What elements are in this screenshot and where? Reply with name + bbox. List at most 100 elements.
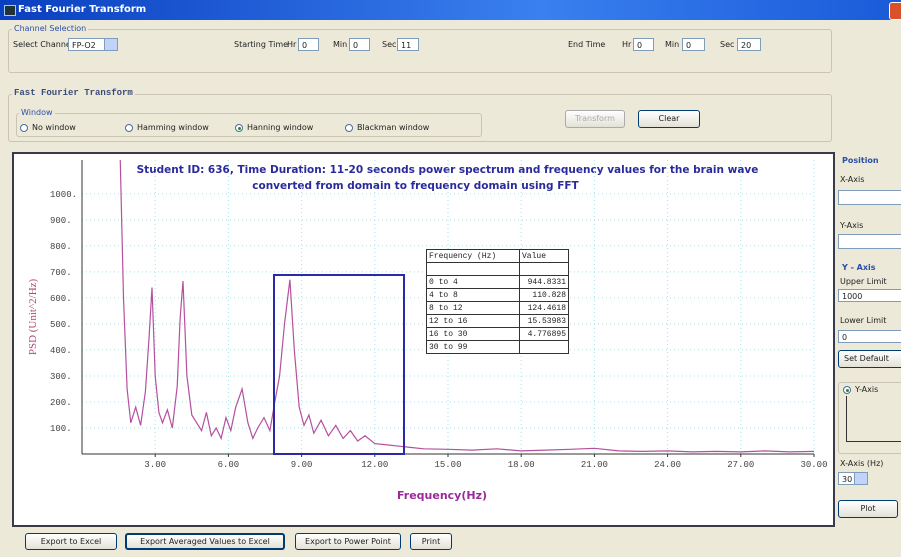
cell: 110.828 xyxy=(519,288,569,302)
window-radio[interactable] xyxy=(235,124,243,132)
y-tick-label: 1000. xyxy=(50,190,77,200)
table-row: 30 to 99 xyxy=(426,340,569,354)
window-radio[interactable] xyxy=(125,124,133,132)
y-tick-label: 700. xyxy=(50,268,72,278)
close-button[interactable] xyxy=(889,2,901,20)
x-tick-label: 30.00 xyxy=(800,460,827,470)
end-sec[interactable]: 20 xyxy=(737,38,761,51)
dropdown-arrow[interactable] xyxy=(854,473,867,484)
end-hr[interactable]: 0 xyxy=(633,38,654,51)
export-powerpoint-button[interactable]: Export to Power Point xyxy=(295,533,401,550)
cell xyxy=(519,262,569,276)
label: X-Axis xyxy=(840,175,865,184)
start-sec[interactable]: 11 xyxy=(397,38,419,51)
x-tick-label: 15.00 xyxy=(434,460,461,470)
plot-area: 100. 200. 300. 400. 500. 600. 700. 800. 900. 1000… xyxy=(27,160,828,502)
y-tick-label: 500. xyxy=(50,320,72,330)
table-header: Frequency (Hz) Value xyxy=(426,249,569,263)
window-radio[interactable] xyxy=(345,124,353,132)
table-row: 4 to 8 110.828 xyxy=(426,288,569,302)
radio-label: No window xyxy=(32,123,76,132)
axis-line xyxy=(846,396,847,441)
y-axis-radio[interactable] xyxy=(843,386,851,394)
x-tick-label: 9.00 xyxy=(291,460,313,470)
export-averaged-button[interactable]: Export Averaged Values to Excel xyxy=(125,533,285,550)
label: Min xyxy=(665,40,680,49)
x-tick-label: 21.00 xyxy=(581,460,608,470)
cell: 4 to 8 xyxy=(426,288,520,302)
start-hr[interactable]: 0 xyxy=(298,38,319,51)
plot-title: converted from domain to frequency domai… xyxy=(252,180,579,192)
channel-group xyxy=(8,29,832,73)
cell: 15.53983 xyxy=(519,314,569,328)
window-group xyxy=(16,113,482,137)
x-position[interactable] xyxy=(838,190,901,205)
label: Sec xyxy=(720,40,735,49)
window-icon xyxy=(4,5,16,16)
y-tick-label: 900. xyxy=(50,216,72,226)
label: Starting Time xyxy=(234,40,289,49)
x-tick-label: 12.00 xyxy=(361,460,388,470)
radio-label: Blackman window xyxy=(357,123,430,132)
highlight-box xyxy=(273,274,405,455)
export-excel-button[interactable]: Export to Excel xyxy=(25,533,117,550)
label: X-Axis (Hz) xyxy=(840,459,884,468)
select-value: FP-O2 xyxy=(72,41,96,50)
group-title: Channel Selection xyxy=(12,24,89,33)
cell: 944.8331 xyxy=(519,275,569,289)
fft-group xyxy=(8,94,832,142)
x-axis-label: Frequency(Hz) xyxy=(397,489,487,502)
axis-group xyxy=(838,382,901,454)
table-row: 8 to 12 124.4618 xyxy=(426,301,569,315)
cell: 16 to 30 xyxy=(426,327,520,341)
label: Hr xyxy=(622,40,632,49)
label: Sec xyxy=(382,40,397,49)
header-cell: Value xyxy=(519,249,569,263)
y-axis-label: PSD (Unit^2/Hz) xyxy=(27,278,39,355)
start-min[interactable]: 0 xyxy=(349,38,370,51)
transform-button[interactable]: Transform xyxy=(565,110,625,128)
y-tick-label: 600. xyxy=(50,294,72,304)
window-title: Fast Fourier Transform xyxy=(18,4,147,15)
table-row: 0 to 4 944.8331 xyxy=(426,275,569,289)
label: Min xyxy=(333,40,348,49)
y-position[interactable] xyxy=(838,234,901,249)
label: Y - Axis xyxy=(842,263,876,272)
cell xyxy=(519,340,569,354)
label: Y-Axis xyxy=(840,221,864,230)
header-cell: Frequency (Hz) xyxy=(426,249,520,263)
set-default-button[interactable]: Set Default xyxy=(838,350,901,368)
y-tick-label: 800. xyxy=(50,242,72,252)
dropdown-arrow[interactable] xyxy=(104,39,117,50)
table-row: 16 to 30 4.776895 xyxy=(426,327,569,341)
cell: 30 to 99 xyxy=(426,340,520,354)
end-min[interactable]: 0 xyxy=(682,38,705,51)
table-row: 12 to 16 15.53983 xyxy=(426,314,569,328)
label: Lower Limit xyxy=(840,316,887,325)
label: Position xyxy=(842,156,879,165)
upper-limit[interactable]: 1000 xyxy=(838,289,901,302)
select-value: 30 xyxy=(842,475,853,484)
lower-limit[interactable]: 0 xyxy=(838,330,901,343)
plot-button[interactable]: Plot xyxy=(838,500,898,518)
radio-label: Hamming window xyxy=(137,123,209,132)
cell: 12 to 16 xyxy=(426,314,520,328)
channel-select[interactable]: FP-O2 xyxy=(68,38,118,51)
cell: 4.776895 xyxy=(519,327,569,341)
x-tick-label: 27.00 xyxy=(727,460,754,470)
group-title: Window xyxy=(19,108,55,117)
window-radio[interactable] xyxy=(20,124,28,132)
cell: 124.4618 xyxy=(519,301,569,315)
plot-panel: Student ID: 636, Time Duration: 11-20 se… xyxy=(12,152,835,527)
x-axis-select[interactable]: 30 xyxy=(838,472,868,485)
clear-button[interactable]: Clear xyxy=(638,110,700,128)
y-tick-label: 300. xyxy=(50,372,72,382)
y-tick-label: 400. xyxy=(50,346,72,356)
label: Hr xyxy=(287,40,297,49)
print-button[interactable]: Print xyxy=(410,533,452,550)
y-tick-label: 100. xyxy=(50,424,72,434)
label: Upper Limit xyxy=(840,277,887,286)
group-title: Fast Fourier Transform xyxy=(12,88,135,98)
